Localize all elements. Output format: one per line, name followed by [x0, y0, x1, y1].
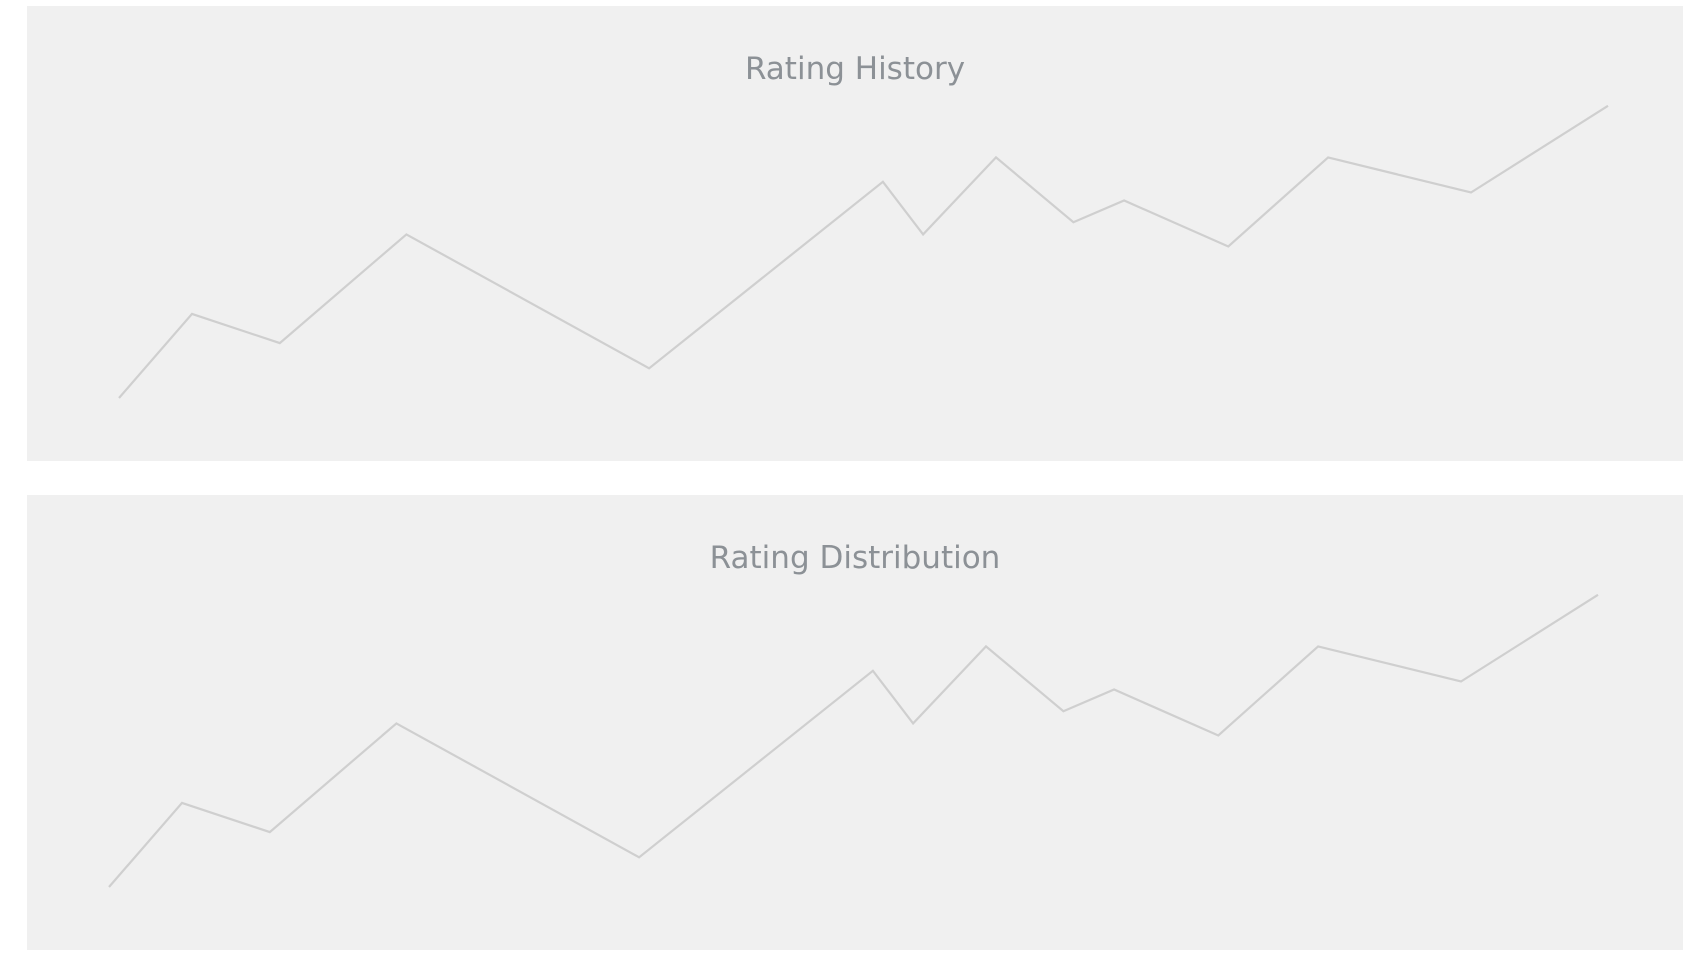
rating-distribution-chart	[108, 593, 1599, 888]
rating-history-panel: Rating History	[27, 6, 1683, 461]
rating-distribution-panel: Rating Distribution	[27, 495, 1683, 950]
rating-distribution-title: Rating Distribution	[709, 540, 1001, 576]
series-line-0	[108, 593, 1599, 888]
rating-history-title: Rating History	[744, 51, 966, 87]
series-line-0	[118, 104, 1609, 399]
rating-history-chart	[118, 104, 1609, 399]
